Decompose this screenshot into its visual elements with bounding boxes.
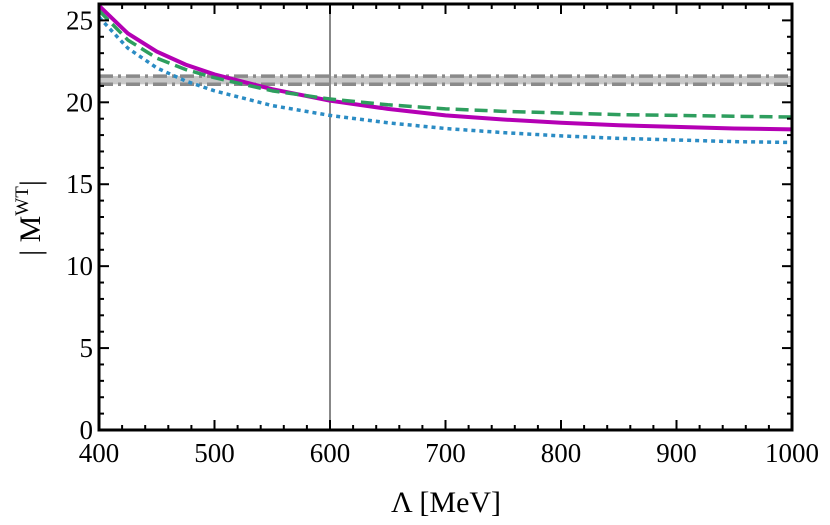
- y-tick-label: 25: [66, 5, 93, 35]
- x-tick-label: 1000: [765, 438, 819, 468]
- y-axis-title-main: | M: [14, 216, 47, 256]
- tick-labels: 400 500 600 700 800 900 1000 0 5 10 15 20 25: [66, 5, 819, 468]
- y-tick-label: 15: [66, 169, 93, 199]
- y-axis-title-close: |: [14, 180, 47, 186]
- series-line-1-solid: [97, 4, 793, 132]
- series-line-3-dotted: [97, 15, 793, 145]
- plot-frame: [97, 2, 794, 432]
- uncertainty-band: [99, 74, 792, 87]
- y-axis-title-superscript: WT: [12, 186, 33, 216]
- y-tick-label: 10: [66, 251, 93, 281]
- axis-ticks: [98, 3, 793, 431]
- y-tick-label: 20: [66, 87, 93, 117]
- x-tick-label: 700: [425, 438, 466, 468]
- x-tick-label: 900: [656, 438, 697, 468]
- x-tick-label: 400: [79, 438, 120, 468]
- y-axis-title: | MWT|: [12, 180, 47, 256]
- y-tick-label: 0: [80, 415, 94, 445]
- band-fill: [99, 76, 792, 85]
- x-tick-label: 600: [310, 438, 351, 468]
- x-tick-label: 800: [541, 438, 582, 468]
- plot-border: [97, 2, 794, 432]
- series-lines: [97, 4, 793, 145]
- x-axis-title: Λ [MeV]: [391, 486, 501, 519]
- series-line-2-dashed: [97, 9, 793, 119]
- x-tick-label: 500: [194, 438, 235, 468]
- y-tick-label: 5: [80, 333, 94, 363]
